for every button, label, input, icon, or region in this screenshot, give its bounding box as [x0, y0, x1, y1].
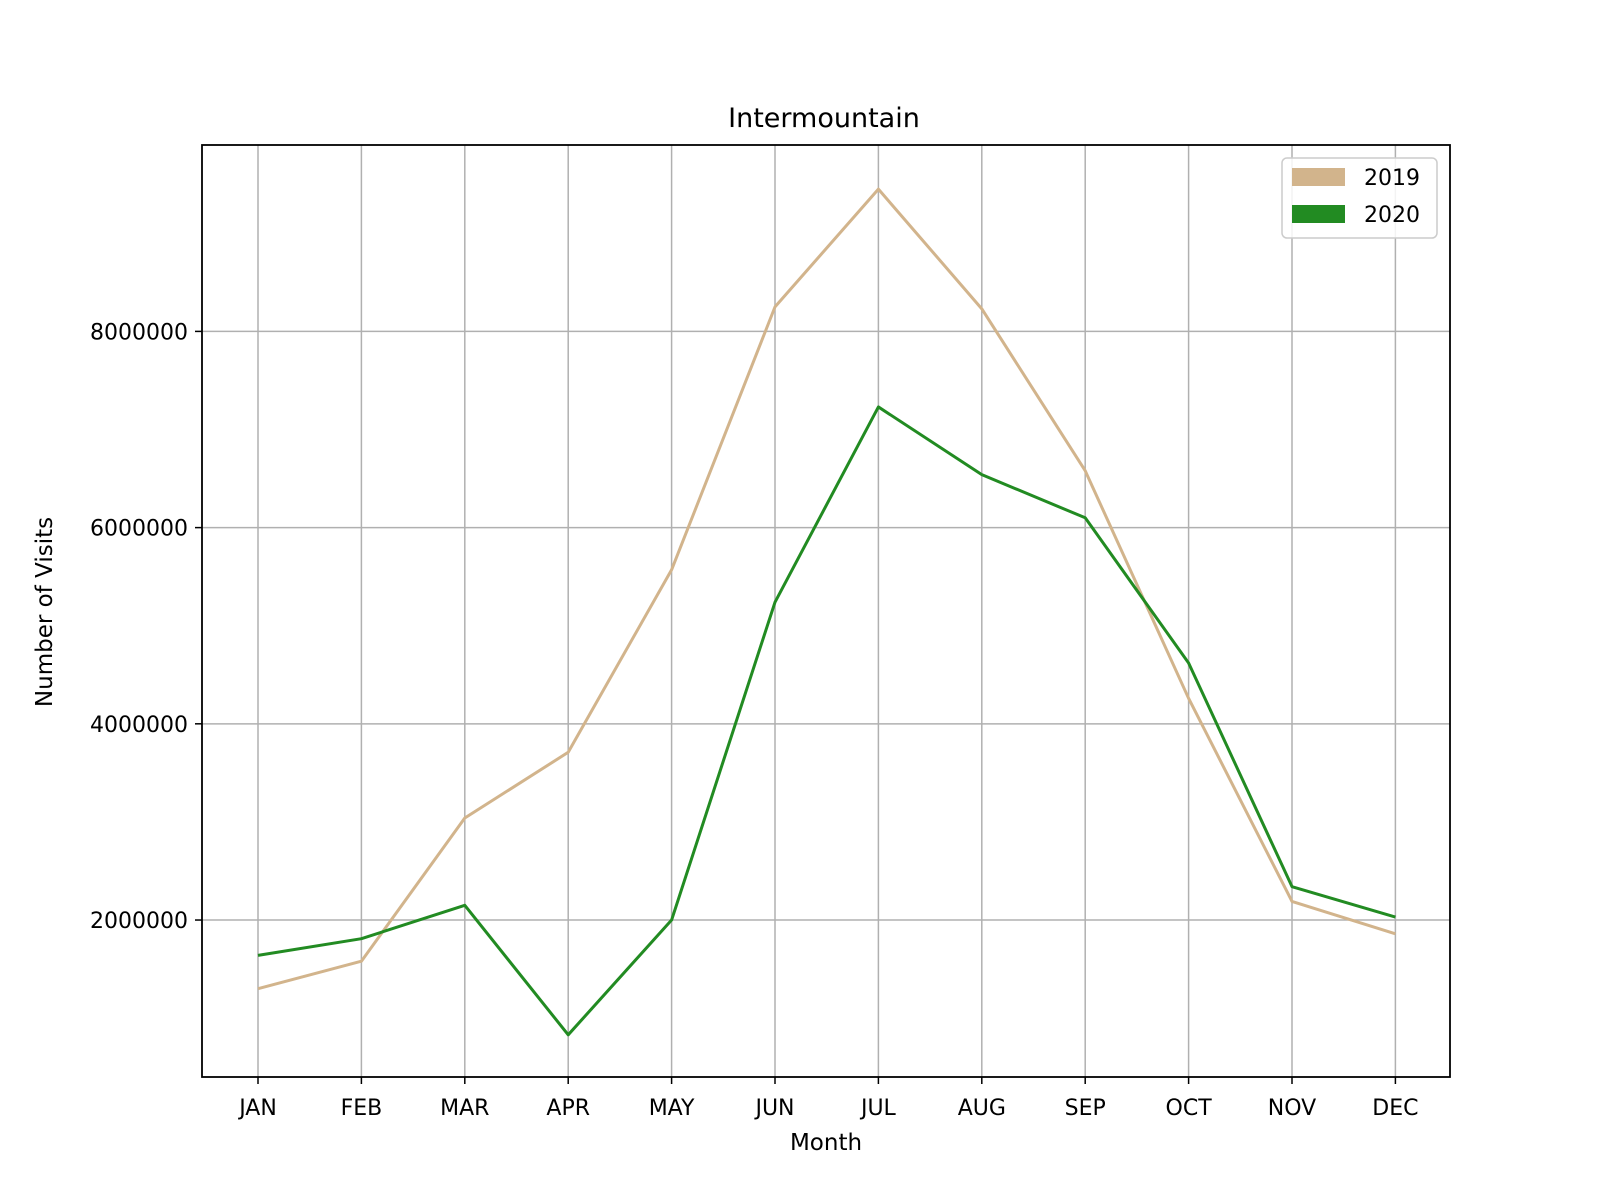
x-tick-label: MAR: [440, 1096, 489, 1121]
legend-swatch-2020: [1292, 205, 1345, 223]
x-tick-label: MAY: [649, 1096, 695, 1121]
y-tick-label: 2000000: [90, 909, 188, 934]
series-line-2020: [257, 405, 1396, 1037]
y-axis: 2000000 4000000 6000000 8000000: [90, 320, 202, 934]
legend-swatch-2019: [1292, 168, 1345, 186]
x-tick-label: JUL: [859, 1096, 897, 1121]
legend-label: 2020: [1364, 203, 1420, 228]
x-tick-label: AUG: [958, 1096, 1006, 1121]
chart-title: Intermountain: [728, 103, 920, 134]
series-lines: [257, 187, 1396, 1037]
x-tick-label: OCT: [1166, 1096, 1213, 1121]
y-tick-label: 8000000: [90, 320, 188, 345]
y-axis-label: Number of Visits: [32, 517, 58, 707]
x-tick-label: JAN: [237, 1096, 277, 1121]
x-tick-label: DEC: [1372, 1096, 1418, 1121]
x-tick-label: NOV: [1268, 1096, 1316, 1121]
plot-frame: [201, 144, 1451, 1078]
series-line-2019: [257, 187, 1396, 991]
legend: 2019 2020: [1281, 157, 1438, 239]
x-tick-label: FEB: [341, 1096, 383, 1121]
x-tick-label: SEP: [1065, 1096, 1106, 1121]
y-tick-label: 6000000: [90, 517, 188, 542]
grid: [202, 145, 1450, 1077]
x-tick-label: JUN: [753, 1096, 794, 1121]
legend-label: 2019: [1364, 166, 1420, 191]
x-axis: JAN FEB MAR APR MAY JUN JUL AUG SEP OCT NOV DEC: [237, 1077, 1419, 1121]
x-axis-label: Month: [790, 1130, 862, 1156]
y-tick-label: 4000000: [90, 713, 188, 738]
x-tick-label: APR: [546, 1096, 590, 1121]
